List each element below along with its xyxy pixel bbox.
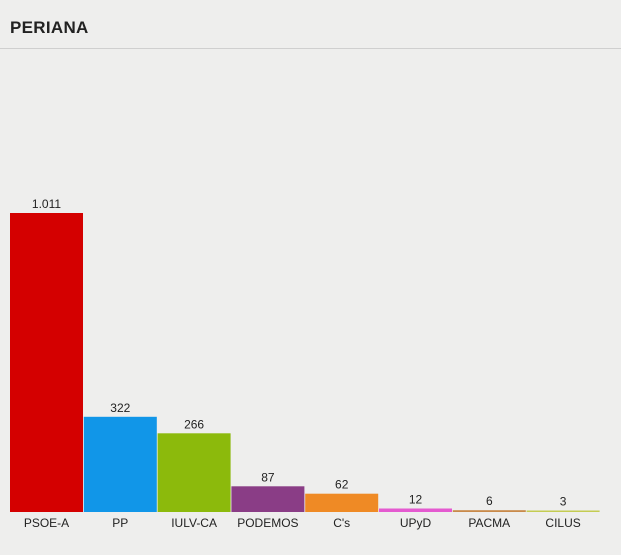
value-label: 87 [261,470,275,484]
category-label: UPyD [400,516,432,530]
value-label: 1.011 [32,197,61,211]
value-label: 322 [110,401,130,415]
title-divider [0,48,621,49]
bar-psoe-a [10,213,83,512]
bar-pp [83,416,157,512]
bar-iulv-ca [157,433,231,512]
value-label: 6 [486,494,493,508]
category-label: C's [333,516,350,530]
category-label: CILUS [545,516,580,530]
category-label: PODEMOS [237,516,298,530]
category-label: PACMA [468,516,510,530]
bar-cilus [526,510,600,512]
category-label: PP [112,516,128,530]
category-label: PSOE-A [24,516,69,530]
value-label: 266 [184,417,204,431]
chart-title: PERIANA [10,18,89,37]
bar-podemos [231,486,305,512]
value-label: 62 [335,478,349,492]
value-label: 12 [409,493,423,507]
value-label: 3 [560,495,567,509]
bar-upyd [379,508,452,512]
bar-pacma [452,510,526,512]
category-label: IULV-CA [171,516,217,530]
bar-c-s [305,493,379,512]
